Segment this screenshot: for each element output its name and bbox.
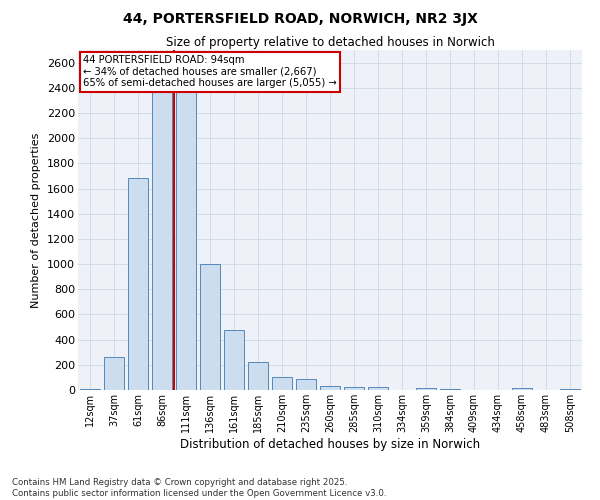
Text: 44 PORTERSFIELD ROAD: 94sqm
← 34% of detached houses are smaller (2,667)
65% of : 44 PORTERSFIELD ROAD: 94sqm ← 34% of det… bbox=[83, 55, 337, 88]
Bar bbox=[296, 378, 316, 390]
Title: Size of property relative to detached houses in Norwich: Size of property relative to detached ho… bbox=[166, 36, 494, 49]
Bar bbox=[176, 75, 196, 390]
Bar bbox=[152, 75, 172, 390]
Bar bbox=[272, 378, 292, 390]
Bar bbox=[344, 387, 364, 390]
Bar bbox=[416, 388, 436, 390]
Bar bbox=[200, 264, 220, 390]
Bar bbox=[512, 388, 532, 390]
Bar bbox=[224, 330, 244, 390]
Bar bbox=[368, 388, 388, 390]
Bar bbox=[128, 178, 148, 390]
Text: 44, PORTERSFIELD ROAD, NORWICH, NR2 3JX: 44, PORTERSFIELD ROAD, NORWICH, NR2 3JX bbox=[122, 12, 478, 26]
Bar bbox=[104, 358, 124, 390]
Bar bbox=[320, 386, 340, 390]
Bar bbox=[80, 388, 100, 390]
X-axis label: Distribution of detached houses by size in Norwich: Distribution of detached houses by size … bbox=[180, 438, 480, 450]
Text: Contains HM Land Registry data © Crown copyright and database right 2025.
Contai: Contains HM Land Registry data © Crown c… bbox=[12, 478, 386, 498]
Y-axis label: Number of detached properties: Number of detached properties bbox=[31, 132, 41, 308]
Bar bbox=[248, 362, 268, 390]
